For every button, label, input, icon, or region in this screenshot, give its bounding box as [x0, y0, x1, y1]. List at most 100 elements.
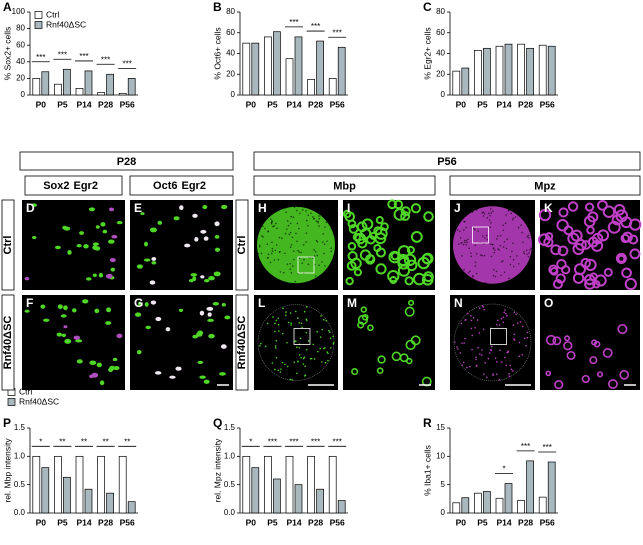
cell — [92, 273, 97, 278]
fiber — [511, 218, 514, 221]
ring — [353, 268, 362, 277]
ring — [387, 269, 400, 283]
bar — [316, 488, 324, 514]
bar — [75, 455, 84, 514]
fiber — [296, 372, 298, 375]
fiber — [494, 249, 496, 251]
fiber — [475, 209, 478, 211]
fiber — [482, 211, 485, 214]
cell — [165, 327, 171, 332]
bar — [517, 43, 525, 96]
fiber — [475, 252, 478, 255]
ring — [597, 229, 610, 242]
fiber — [466, 366, 468, 369]
y-tick-label: 5 — [441, 480, 446, 489]
panel-letter: K — [544, 201, 553, 215]
fiber — [278, 236, 281, 239]
ring — [607, 220, 621, 234]
fiber — [528, 236, 530, 239]
significance-label: *** — [123, 60, 132, 69]
ring — [597, 199, 608, 211]
fiber — [530, 247, 532, 250]
ring — [347, 242, 357, 251]
fiber — [290, 215, 293, 218]
cell — [86, 277, 92, 281]
cell — [203, 236, 209, 241]
ring — [564, 335, 571, 342]
fiber — [298, 321, 301, 324]
cell — [179, 205, 184, 211]
fiber — [504, 309, 506, 311]
fiber — [478, 332, 481, 334]
fiber — [528, 252, 530, 254]
fiber — [298, 251, 301, 253]
fiber — [272, 225, 274, 228]
row-label: Rnf40ΔSC — [236, 316, 248, 370]
fiber — [522, 325, 524, 328]
fiber — [458, 243, 460, 246]
fiber — [518, 341, 521, 344]
cell — [134, 312, 142, 317]
fiber — [507, 350, 509, 352]
ring — [361, 218, 374, 230]
fiber — [465, 244, 467, 246]
cell — [200, 275, 205, 279]
bar — [63, 476, 71, 514]
fiber — [474, 326, 476, 329]
cell — [207, 318, 214, 322]
panel-letter: L — [258, 296, 265, 310]
fiber — [276, 227, 278, 230]
fiber — [270, 218, 272, 220]
cell — [31, 235, 37, 240]
ring — [584, 278, 596, 290]
bar — [75, 88, 84, 96]
fiber — [275, 319, 278, 322]
fiber — [282, 271, 285, 274]
fiber — [474, 244, 477, 247]
legend-label: Rnf40ΔSC — [46, 19, 86, 29]
fiber — [272, 316, 274, 318]
fiber — [271, 250, 274, 252]
fiber — [264, 345, 267, 348]
cell — [155, 316, 162, 322]
fiber — [499, 349, 501, 352]
cell — [192, 213, 198, 218]
ring — [393, 208, 407, 221]
fiber — [482, 215, 485, 217]
significance-label: *** — [311, 437, 320, 446]
fiber — [311, 215, 314, 218]
fiber — [490, 349, 492, 351]
bar — [316, 40, 324, 96]
cell — [79, 231, 85, 235]
fiber — [511, 370, 514, 372]
cell — [208, 333, 215, 339]
fiber — [508, 277, 510, 280]
fiber — [482, 373, 485, 375]
fiber — [498, 324, 501, 326]
fiber — [313, 217, 315, 220]
ring — [584, 258, 597, 272]
nerve — [257, 206, 335, 284]
significance-label: *** — [79, 52, 88, 61]
fiber — [271, 241, 273, 244]
ring — [591, 239, 604, 252]
cell — [203, 379, 210, 384]
bar — [63, 68, 71, 96]
fiber — [521, 231, 523, 234]
cell — [224, 315, 231, 320]
significance-label: *** — [333, 437, 342, 446]
bar — [495, 497, 504, 514]
y-tick-label: 0 — [441, 90, 446, 99]
fiber — [495, 323, 498, 326]
fiber — [495, 373, 498, 375]
fiber — [273, 225, 275, 227]
fiber — [259, 344, 261, 347]
stain-header-box — [129, 175, 234, 196]
fiber — [484, 281, 486, 284]
fiber — [529, 249, 531, 251]
fiber — [526, 253, 528, 256]
fiber — [275, 244, 278, 246]
cell — [98, 272, 104, 278]
x-tick-label: P5 — [477, 517, 488, 527]
cell — [173, 216, 180, 221]
